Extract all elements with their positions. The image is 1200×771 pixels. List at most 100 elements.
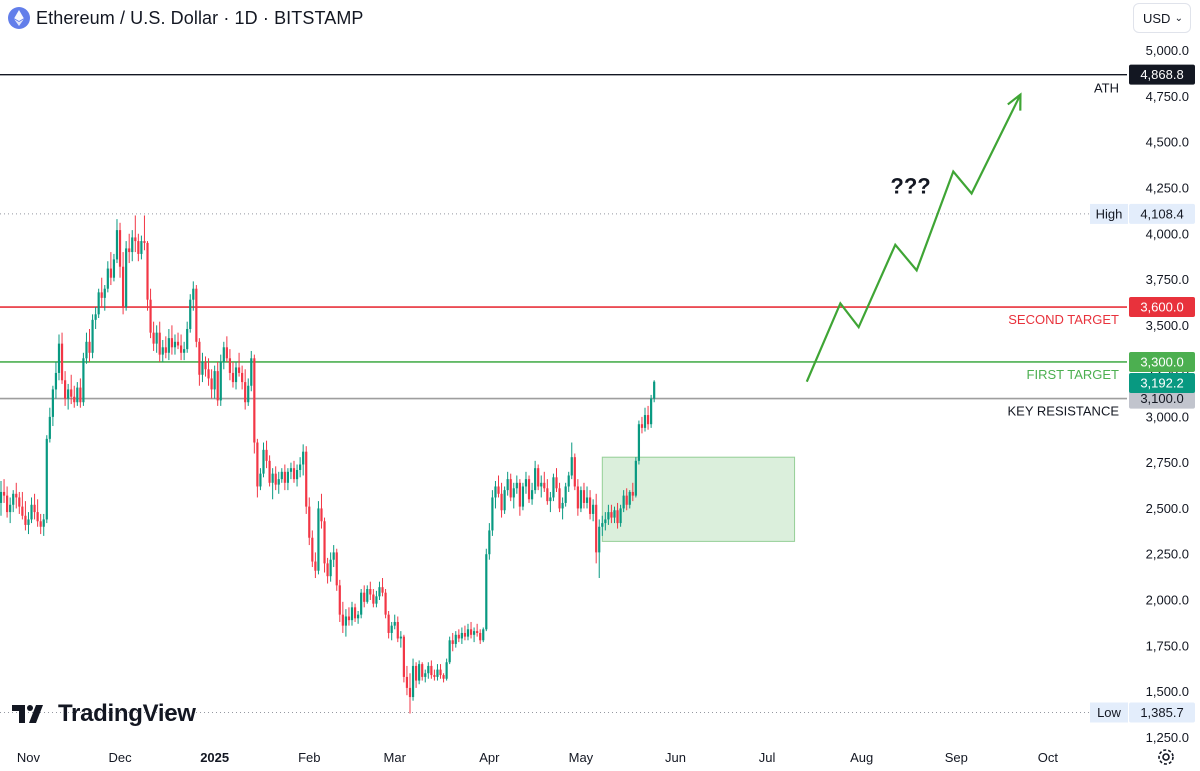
- candle-body: [500, 493, 503, 511]
- candle-body: [582, 490, 586, 503]
- candle-body: [155, 332, 158, 344]
- candle-body: [299, 464, 302, 470]
- candle-body: [225, 347, 228, 359]
- candle-body: [305, 451, 308, 507]
- y-tick-label: 3,000.0: [1146, 409, 1189, 424]
- candle-body: [82, 358, 85, 403]
- candle-body: [109, 268, 112, 278]
- candle-body: [311, 537, 314, 562]
- candle-body: [244, 382, 247, 403]
- candle-body: [33, 504, 36, 513]
- candle-body: [482, 629, 485, 641]
- candle-body: [360, 592, 363, 615]
- candle-body: [289, 468, 293, 472]
- candle-body: [12, 493, 15, 505]
- candle-body: [472, 631, 476, 635]
- candle-body: [76, 387, 79, 403]
- candle-body: [295, 469, 299, 480]
- candle-body: [408, 687, 412, 698]
- candle-body: [454, 634, 457, 644]
- currency-select[interactable]: USD ⌄: [1133, 3, 1191, 33]
- candle-body: [219, 361, 222, 401]
- candle-body: [619, 508, 622, 524]
- candle-body: [256, 442, 259, 487]
- candle-body: [640, 424, 644, 428]
- y-tick-label: 4,750.0: [1146, 89, 1189, 104]
- candle-body: [63, 380, 67, 399]
- gear-icon[interactable]: [1156, 747, 1176, 767]
- candle-body: [616, 510, 619, 524]
- candle-body: [308, 506, 311, 538]
- candle-body: [118, 230, 122, 267]
- candle-body: [94, 314, 97, 320]
- projection-path: [805, 94, 1022, 383]
- key-resistance-price-label: 3,100.0: [1140, 391, 1183, 406]
- candle-body: [341, 614, 344, 626]
- candle-body: [488, 530, 491, 555]
- candle-body: [534, 468, 537, 491]
- candle-body: [54, 372, 58, 390]
- candle-body: [503, 490, 506, 511]
- candle-body: [387, 614, 390, 633]
- low-label-box: [1090, 702, 1128, 723]
- candle-body: [6, 495, 9, 513]
- candle-body: [283, 471, 286, 483]
- candle-body: [521, 486, 525, 507]
- candle-body: [131, 237, 134, 253]
- candle-body: [57, 343, 61, 373]
- candle-body: [537, 468, 540, 487]
- candle-body: [390, 625, 393, 633]
- candle-body: [433, 675, 436, 677]
- y-tick-label: 1,250.0: [1146, 730, 1189, 745]
- candle-body: [60, 343, 64, 381]
- candle-body: [375, 596, 378, 604]
- x-tick-label: Feb: [298, 750, 320, 765]
- candle-body: [274, 473, 277, 485]
- candle-body: [399, 636, 402, 639]
- candle-body: [51, 389, 54, 417]
- tradingview-logo: TradingView: [12, 700, 196, 728]
- candle-body: [402, 636, 405, 677]
- candle-body: [70, 389, 73, 397]
- candle-body: [439, 669, 442, 676]
- candle-body: [134, 237, 137, 242]
- y-tick-label: 2,000.0: [1146, 593, 1189, 608]
- candle-body: [564, 486, 567, 503]
- ath-price-label-box: [1129, 64, 1195, 85]
- candle-body: [369, 589, 372, 595]
- y-tick-label: 1,500.0: [1146, 684, 1189, 699]
- candle-body: [384, 592, 387, 615]
- candle-body: [302, 451, 305, 465]
- candle-body: [451, 640, 454, 644]
- key-resistance-price-label-box: [1129, 388, 1195, 409]
- candle-body: [460, 632, 463, 639]
- candle-body: [561, 502, 564, 509]
- candle-body: [353, 607, 357, 619]
- candle-body: [546, 488, 549, 502]
- high-label-box: [1090, 203, 1128, 224]
- low-price-label: 1,385.7: [1140, 705, 1183, 720]
- candle-body: [637, 424, 641, 461]
- candle-body: [646, 415, 650, 425]
- candle-body: [91, 319, 94, 353]
- candle-body: [494, 486, 497, 498]
- candle-body: [24, 515, 27, 525]
- candle-body: [466, 629, 470, 637]
- candle-body: [115, 230, 119, 260]
- candle-body: [213, 371, 216, 390]
- x-tick-label: Jun: [665, 750, 686, 765]
- candle-body: [210, 378, 213, 390]
- candle-body: [457, 634, 460, 639]
- candle-body: [448, 640, 451, 663]
- candle-body: [463, 632, 467, 637]
- x-tick-label: Apr: [479, 750, 500, 765]
- candle-body: [479, 632, 482, 641]
- candle-body: [491, 497, 494, 531]
- candle-body: [67, 389, 70, 399]
- candle-body: [430, 665, 433, 676]
- candle-body: [427, 665, 430, 674]
- candle-body: [128, 248, 131, 253]
- candle-body: [585, 497, 589, 503]
- candle-body: [173, 341, 177, 348]
